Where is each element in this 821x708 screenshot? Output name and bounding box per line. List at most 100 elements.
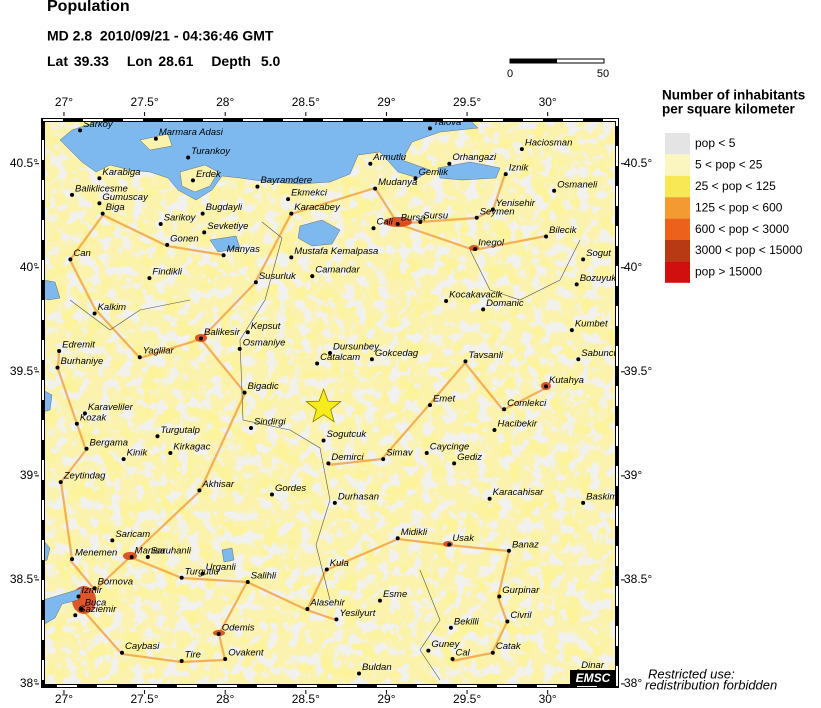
city-label: Sogutcuk	[327, 429, 368, 440]
city-label: Esme	[383, 589, 407, 600]
scale-segment	[510, 59, 557, 63]
y-tick-label: 38.5°	[624, 572, 652, 586]
city-label: Buca	[85, 598, 107, 609]
city-label: Bozuyuk	[580, 273, 618, 284]
city-label: Salihli	[251, 570, 277, 581]
city-dot	[147, 276, 152, 281]
city-label: Zeytindag	[63, 471, 106, 482]
logo: EMSC	[576, 671, 611, 685]
city-dot	[492, 428, 497, 433]
y-tick-label: 39.5°	[624, 364, 652, 378]
city-dot	[473, 247, 478, 252]
legend-label: 3000 < pop < 15000	[695, 243, 803, 257]
city-label: Caycinge	[430, 441, 470, 452]
city-dot	[502, 407, 507, 412]
city-label: Kocakavacik	[449, 290, 504, 301]
title: Population	[47, 0, 130, 15]
logo-box	[570, 670, 616, 686]
city-dot	[179, 575, 184, 580]
city-label: Osmaneli	[557, 179, 598, 190]
city-dot	[444, 299, 449, 304]
lon-label: Lon	[127, 53, 153, 69]
city-dot	[121, 457, 126, 462]
y-tick-label: 40.5°	[10, 156, 38, 170]
city-dot	[223, 656, 228, 661]
city-dot	[463, 359, 468, 364]
epicenter-star	[305, 388, 342, 423]
city-label: Turankoy	[191, 146, 231, 157]
city-label: Karabiga	[102, 167, 140, 178]
city-label: Demirci	[331, 452, 364, 463]
x-tick-label: 27.5°	[131, 95, 159, 109]
city-dot	[57, 348, 62, 353]
legend-label: 25 < pop < 125	[695, 179, 776, 193]
city-dot	[474, 215, 479, 220]
city-label: Findikli	[152, 267, 182, 278]
city-label: Urganli	[206, 562, 237, 573]
x-tick-label: 28°	[216, 692, 234, 706]
city-label: Edremit	[62, 339, 95, 350]
city-dot	[199, 336, 204, 341]
city-dot	[448, 625, 453, 630]
city-label: Manyas	[227, 244, 261, 255]
city-dot	[481, 307, 486, 312]
graticule-labels: 27° 27° 27.5° 27.5° 28° 28° 28.5° 28.5° 29° 29° 29…	[10, 95, 653, 706]
map-frame-dashes	[42, 119, 618, 687]
city-label: Comlekci	[507, 398, 547, 409]
cities: Sarkoy Marmara Adasi Turankoy Karabiga Erdek…	[55, 120, 618, 676]
city-label: Kozak	[80, 412, 108, 423]
city-label: Odemis	[222, 622, 255, 633]
city-dot	[97, 176, 102, 181]
legend-label: 5 < pop < 25	[695, 158, 763, 172]
legend-label: pop > 15000	[695, 265, 762, 279]
city-dot	[490, 207, 495, 212]
city-label: Mustafa Kemalpasa	[294, 246, 378, 257]
city-dot	[544, 234, 549, 239]
city-dot	[97, 201, 102, 206]
city-dot	[395, 536, 400, 541]
city-dot	[505, 619, 510, 624]
y-tick-label: 38.5°	[10, 572, 38, 586]
city-label: Gonen	[170, 233, 199, 244]
legend-swatch	[665, 197, 690, 219]
x-tick-label: 29.5°	[453, 692, 481, 706]
city-dot	[84, 446, 89, 451]
city-dot	[332, 500, 337, 505]
city-dot	[200, 571, 205, 576]
city-label: Armutlu	[372, 152, 406, 163]
city-label: Cal	[456, 647, 471, 658]
city-dot	[373, 186, 378, 191]
city-label: Akhisar	[201, 479, 235, 490]
city-label: Kepsut	[251, 321, 281, 332]
city-dot	[413, 176, 418, 181]
depth-label: Depth	[211, 53, 251, 69]
y-tick-label: 40.5°	[624, 156, 652, 170]
city-dot	[255, 184, 260, 189]
city-label: Hacibekir	[497, 419, 537, 430]
footnote: Restricted use:	[648, 666, 735, 681]
city-dot	[418, 219, 423, 224]
city-dot	[395, 222, 400, 227]
city-label: Manisa	[135, 546, 166, 557]
city-dot	[79, 607, 84, 612]
city-dot	[76, 594, 81, 599]
legend-swatch	[665, 154, 690, 176]
city-dot	[168, 450, 173, 455]
city-dot	[100, 211, 105, 216]
legend-label: pop < 5	[695, 136, 736, 150]
city-label: Erdek	[196, 169, 222, 180]
lat-label: Lat	[47, 53, 68, 69]
city-label: Baskim	[586, 491, 617, 502]
boundaries	[69, 221, 581, 681]
city-dot	[357, 671, 362, 676]
city-label: Gaziemir	[78, 604, 117, 615]
city-label: Buldan	[362, 662, 392, 673]
city-dot	[371, 226, 376, 231]
legend-swatch	[665, 133, 690, 155]
city-label: Domanic	[486, 298, 524, 309]
scale-label: 0	[507, 68, 513, 80]
city-label: Orhangazi	[452, 152, 497, 163]
city-dot	[68, 257, 73, 262]
y-tick-label: 40°	[624, 260, 642, 274]
